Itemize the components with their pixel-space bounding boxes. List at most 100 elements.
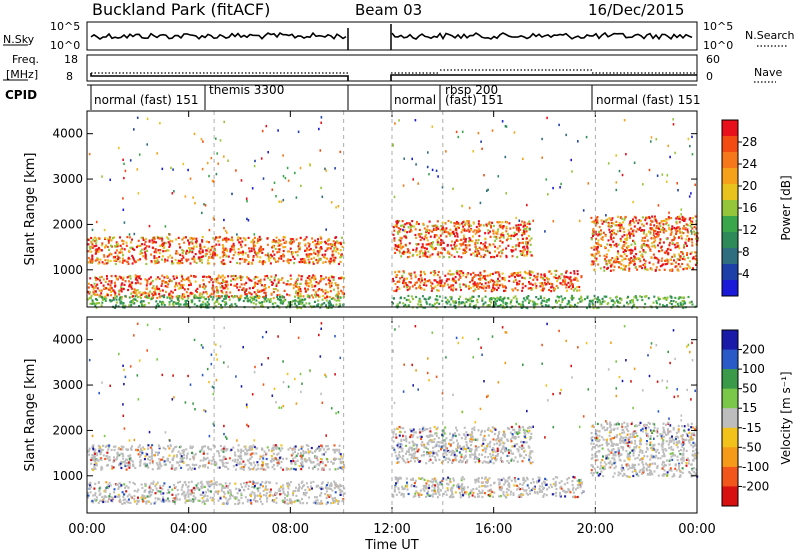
echo-cell: [237, 251, 240, 254]
echo-cell: [633, 304, 636, 307]
echo-cell: [286, 280, 289, 283]
echo-cell: [445, 300, 448, 304]
echo-cell: [327, 278, 330, 281]
echo-cell: [97, 250, 100, 253]
echo-cell: [392, 297, 395, 300]
echo-cell: [222, 464, 225, 467]
echo-cell: [476, 229, 478, 232]
echo-cell: [328, 260, 330, 263]
echo-cell: [216, 300, 219, 303]
echo-cell: [119, 244, 122, 247]
echo-cell: [456, 270, 458, 273]
echo-cell: [601, 222, 604, 225]
echo-cell: [138, 305, 140, 308]
echo-cell: [305, 289, 308, 292]
echo-cell: [179, 287, 182, 290]
echo-cell: [214, 249, 217, 252]
echo-cell: [649, 232, 652, 235]
echo-cell: [630, 227, 633, 230]
echo-cell: [399, 239, 402, 242]
echo-cell: [161, 289, 164, 292]
echo-cell: [122, 457, 125, 460]
echo-cell: [199, 259, 202, 263]
echo-cell: [496, 247, 499, 250]
echo-cell: [96, 278, 99, 281]
echo-cell: [272, 245, 275, 248]
echo-cell: [424, 273, 426, 276]
echo-cell: [635, 219, 638, 222]
echo-cell: [125, 490, 128, 493]
echo-cell: [289, 283, 292, 286]
echo-cell: [172, 456, 175, 459]
echo-cell: [244, 452, 247, 455]
echo-cell: [503, 289, 505, 292]
echo-cell: [268, 255, 271, 258]
echo-cell: [674, 296, 677, 299]
echo-cell: [94, 290, 97, 293]
echo-cell: [294, 456, 297, 459]
echo-cell: [694, 232, 697, 235]
echo-cell: [541, 305, 544, 308]
echo-cell: [179, 253, 182, 256]
echo-cell: [214, 300, 217, 303]
echo-cell: [253, 286, 256, 289]
echo-cell: [272, 464, 275, 467]
echo-cell: [392, 277, 394, 281]
echo-cell: [517, 274, 520, 277]
echo-cell: [131, 445, 133, 448]
echo-cell: [208, 281, 211, 284]
echo-cell: [296, 459, 299, 462]
echo-cell: [201, 251, 204, 254]
echo-cell: [567, 281, 570, 284]
echo-cell: [544, 275, 546, 278]
echo-cell: [180, 466, 183, 469]
echo-cell: [608, 217, 611, 220]
echo-cell: [602, 231, 605, 234]
echo-cell: [569, 271, 572, 274]
echo-cell: [674, 265, 677, 268]
echo-cell: [418, 297, 421, 300]
echo-cell: [326, 248, 329, 251]
echo-cell: [526, 226, 528, 229]
echo-cell: [611, 299, 614, 302]
echo-cell: [193, 454, 196, 457]
echo-cell: [611, 263, 614, 266]
echo-cell: [600, 232, 603, 235]
echo-cell: [139, 459, 142, 462]
echo-cell: [265, 457, 268, 461]
echo-cell: [437, 253, 440, 256]
echo-cell: [476, 254, 479, 258]
echo-cell: [559, 282, 562, 285]
echo-cell: [439, 234, 442, 237]
echo-cell: [565, 275, 568, 278]
echo-cell: [678, 215, 681, 218]
echo-cell: [420, 246, 423, 249]
echo-cell: [122, 460, 125, 463]
echo-cell: [477, 239, 480, 242]
echo-cell: [479, 223, 482, 227]
echo-cell: [193, 275, 196, 278]
echo-cell: [190, 247, 193, 250]
echo-cell: [128, 466, 131, 469]
echo-cell: [154, 287, 157, 290]
echo-cell: [318, 247, 321, 250]
echo-cell: [655, 236, 658, 239]
echo-cell: [217, 302, 220, 306]
colorbar-swatch: [722, 184, 738, 201]
echo-cell: [151, 292, 154, 295]
echo-cell: [234, 251, 237, 254]
echo-cell: [671, 255, 674, 258]
echo-cell: [97, 444, 100, 447]
echo-cell: [91, 255, 94, 258]
echo-cell: [252, 259, 255, 262]
echo-cell: [235, 169, 237, 172]
colorbar-swatch: [722, 248, 738, 265]
echo-cell: [239, 258, 242, 261]
echo-cell: [649, 223, 652, 226]
echo-cell: [202, 255, 205, 258]
echo-cell: [297, 452, 299, 455]
echo-cell: [105, 262, 108, 265]
echo-cell: [275, 283, 278, 286]
echo-cell: [634, 246, 637, 249]
echo-cell: [407, 298, 410, 301]
